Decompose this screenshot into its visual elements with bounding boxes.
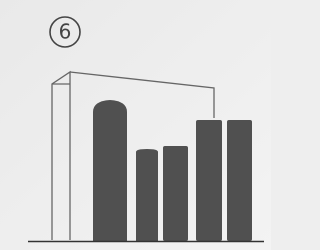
step-number: 6: [59, 20, 72, 44]
short-tube: [136, 149, 158, 241]
diagram: 6: [0, 0, 271, 250]
box-a: [196, 120, 222, 241]
box-b: [227, 120, 252, 241]
short-box: [163, 146, 188, 241]
tall-bottle: [93, 100, 127, 241]
